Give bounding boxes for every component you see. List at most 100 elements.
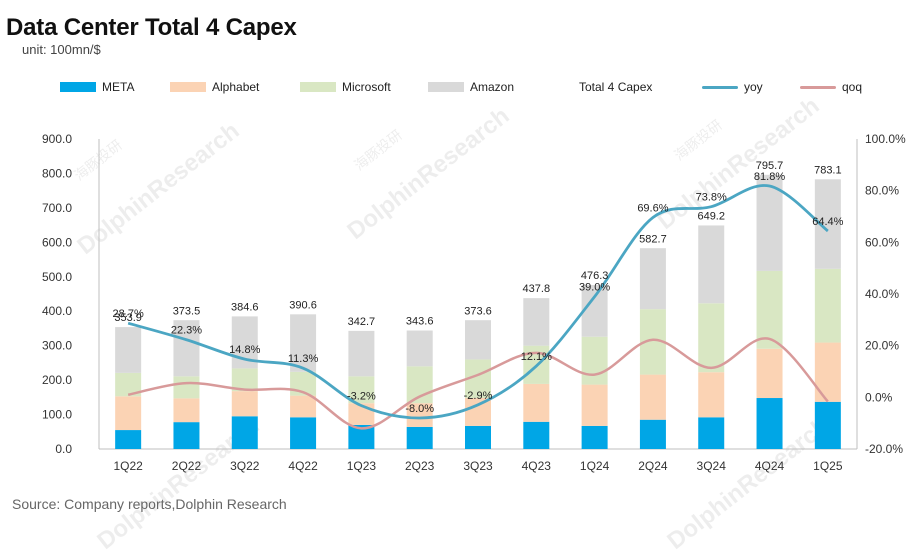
yoy-label: 73.8% (696, 192, 727, 204)
y-tick-label-right: 0.0% (865, 390, 893, 404)
yoy-label: 39.0% (579, 282, 610, 294)
y-tick-label-left: 0.0 (55, 442, 72, 456)
bar-alphabet (698, 372, 725, 418)
legend-label: yoy (744, 80, 763, 94)
x-tick-label: 2Q23 (405, 459, 435, 473)
bar-alphabet (231, 391, 258, 417)
chart-subtitle: unit: 100mn/$ (22, 42, 101, 57)
bar-meta (814, 401, 841, 449)
yoy-label: 12.1% (521, 351, 552, 363)
bar-meta (756, 398, 783, 449)
y-tick-label-left: 300.0 (42, 339, 72, 353)
legend-swatch (300, 82, 336, 92)
bar-amazon (523, 298, 550, 346)
x-tick-label: 1Q23 (347, 459, 377, 473)
yoy-label: 14.8% (229, 344, 260, 356)
bar-alphabet (523, 383, 550, 422)
bar-alphabet (115, 396, 142, 431)
legend-item-alphabet: Alphabet (170, 80, 259, 94)
legend-swatch (60, 82, 96, 92)
bar-alphabet (581, 384, 608, 426)
total-label: 390.6 (289, 299, 317, 311)
yoy-label: -2.9% (464, 390, 493, 402)
y-tick-label-right: 80.0% (865, 184, 899, 198)
legend-swatch (800, 85, 836, 89)
yoy-label: 69.6% (637, 203, 668, 215)
y-tick-label-left: 200.0 (42, 373, 72, 387)
bar-microsoft (173, 376, 200, 399)
x-tick-label: 2Q22 (172, 459, 202, 473)
yoy-label: -8.0% (405, 403, 434, 415)
legend-label: Total 4 Capex (579, 80, 653, 94)
bar-alphabet (756, 348, 783, 399)
yoy-label: 22.3% (171, 325, 202, 337)
total-label: 783.1 (814, 164, 842, 176)
y-tick-label-right: 60.0% (865, 235, 899, 249)
bar-amazon (348, 330, 375, 377)
source-note: Source: Company reports,Dolphin Research (12, 496, 287, 512)
legend-label: qoq (842, 80, 863, 94)
yoy-label: 28.7% (113, 308, 144, 320)
bar-meta (173, 422, 200, 449)
bar-amazon (290, 314, 317, 372)
bar-alphabet (290, 395, 317, 418)
legend-swatch (170, 82, 206, 92)
legend-item-meta: META (60, 80, 134, 94)
bar-amazon (581, 285, 608, 337)
bar-alphabet (465, 398, 491, 426)
total-label: 373.6 (464, 305, 492, 317)
yoy-label: 64.4% (812, 216, 843, 228)
bar-amazon (173, 320, 200, 377)
y-tick-label-left: 900.0 (42, 132, 72, 146)
bar-meta (523, 421, 550, 449)
bar-microsoft (698, 303, 725, 373)
legend-item-total: Total 4 Capex (579, 80, 652, 94)
legend-label: Microsoft (342, 80, 391, 94)
bar-amazon (465, 320, 491, 360)
legend-item-microsoft: Microsoft (300, 80, 391, 94)
x-tick-label: 4Q23 (522, 459, 552, 473)
bar-alphabet (173, 398, 200, 423)
total-label: 649.2 (697, 210, 725, 222)
bar-microsoft (348, 376, 375, 404)
bar-amazon (406, 330, 433, 367)
total-label: 795.7 (756, 160, 784, 172)
total-label: 437.8 (523, 283, 551, 295)
legend-label: META (102, 80, 135, 94)
bar-amazon (698, 225, 725, 304)
y-tick-label-left: 600.0 (42, 235, 72, 249)
bar-meta (698, 417, 725, 449)
bar-microsoft (231, 368, 258, 392)
bar-microsoft (756, 270, 783, 349)
line-qoq (127, 337, 829, 430)
bar-alphabet (639, 374, 666, 420)
bar-meta (465, 425, 491, 449)
y-tick-label-left: 500.0 (42, 270, 72, 284)
legend-swatch (428, 82, 464, 92)
total-label: 384.6 (231, 302, 259, 314)
chart-legend: META Alphabet Microsoft Amazon Total 4 C… (0, 80, 913, 100)
x-tick-label: 2Q24 (638, 459, 668, 473)
x-tick-label: 3Q22 (230, 459, 260, 473)
bar-alphabet (814, 342, 841, 402)
chart-title: Data Center Total 4 Capex (6, 14, 297, 41)
bar-meta (290, 417, 317, 449)
bar-meta (231, 416, 258, 449)
bar-microsoft (581, 336, 608, 385)
y-tick-label-left: 100.0 (42, 408, 72, 422)
total-label: 342.7 (348, 316, 376, 328)
total-label: 476.3 (581, 270, 609, 282)
x-tick-label: 3Q24 (697, 459, 727, 473)
legend-item-amazon: Amazon (428, 80, 514, 94)
total-label: 353.9 (114, 312, 142, 324)
x-tick-label: 1Q24 (580, 459, 610, 473)
yoy-label: -3.2% (347, 391, 376, 403)
legend-item-qoq: qoq (800, 80, 862, 94)
bar-amazon (639, 248, 666, 310)
bar-meta (581, 425, 608, 449)
y-tick-label-left: 400.0 (42, 304, 72, 318)
x-tick-label: 4Q22 (288, 459, 318, 473)
x-tick-label: 4Q24 (755, 459, 785, 473)
total-label: 343.6 (406, 316, 434, 328)
bar-meta (115, 430, 142, 449)
